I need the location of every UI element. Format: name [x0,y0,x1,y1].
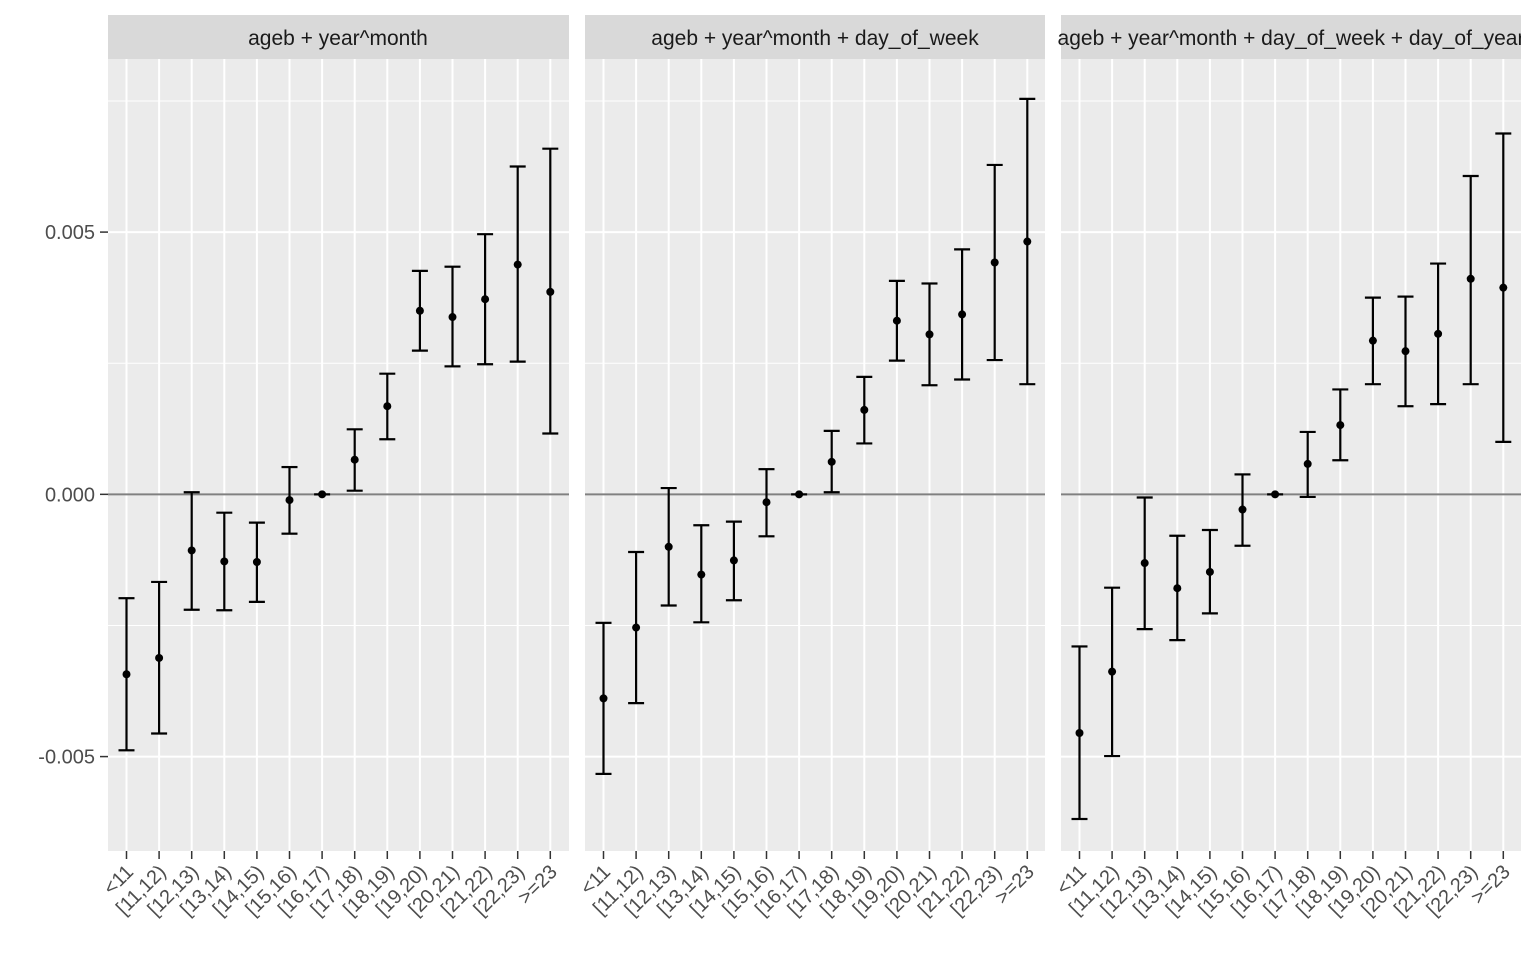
panel-background [1061,59,1521,851]
panel-background [108,59,569,851]
estimate-point [827,457,836,466]
estimate-point [1140,559,1149,568]
estimate-point [155,653,164,662]
estimate-point [599,694,608,703]
estimate-point [1368,336,1377,345]
estimate-point [1303,459,1312,468]
estimate-point [1238,505,1247,514]
y-tick-label: 0.005 [45,222,95,244]
estimate-point [958,310,967,319]
facet-strip-title: ageb + year^month + day_of_week + day_of… [1058,27,1525,50]
estimate-point [122,670,131,679]
y-axis: -0.005 0.000 0.005 [38,222,108,769]
estimate-point [318,490,327,499]
facet-panel-1: ageb + year^month<11[11,12)[12,13)[13,14… [100,15,569,921]
facet-panel-3: ageb + year^month + day_of_week + day_of… [1053,15,1525,921]
estimate-point [350,455,359,464]
facet-strip [108,15,569,59]
estimate-point [795,490,804,499]
estimate-point [187,546,196,555]
facet-panel-2: ageb + year^month + day_of_week<11[11,12… [577,15,1045,921]
estimate-point [285,496,294,505]
estimate-point [697,570,706,579]
estimate-point [729,556,738,565]
estimate-point [632,623,641,632]
panel-background [585,59,1045,851]
estimate-point [1205,567,1214,576]
estimate-point [1271,490,1280,499]
facet-strip-title: ageb + year^month + day_of_week [651,27,979,50]
estimate-point [481,295,490,304]
estimate-point [1466,274,1475,283]
estimate-point [220,557,229,566]
y-tick-label: 0.000 [45,484,95,506]
x-tick-label: >=23 [991,861,1039,909]
estimate-point [252,557,261,566]
x-tick-label: >=23 [514,861,562,909]
estimate-point [383,402,392,411]
estimate-point [1075,728,1084,737]
estimate-point [1023,237,1032,246]
facet-strip [585,15,1045,59]
estimate-point [860,405,869,414]
estimate-point [1173,584,1182,593]
estimate-point [925,330,934,339]
facet-strip-title: ageb + year^month [248,27,428,50]
estimate-point [892,316,901,325]
estimate-point [664,542,673,551]
estimate-point [546,287,555,296]
estimate-point [1499,283,1508,292]
x-tick-label: >=23 [1467,861,1515,909]
estimate-point [513,260,522,269]
estimate-point [415,306,424,315]
estimate-point [1401,347,1410,356]
facet-strip [1061,15,1521,59]
estimate-point [1108,667,1117,676]
estimate-point [1336,421,1345,430]
estimate-point [762,498,771,507]
estimate-point [448,313,457,322]
estimate-point [990,258,999,267]
estimate-point [1434,329,1443,338]
y-tick-label: -0.005 [38,747,95,769]
